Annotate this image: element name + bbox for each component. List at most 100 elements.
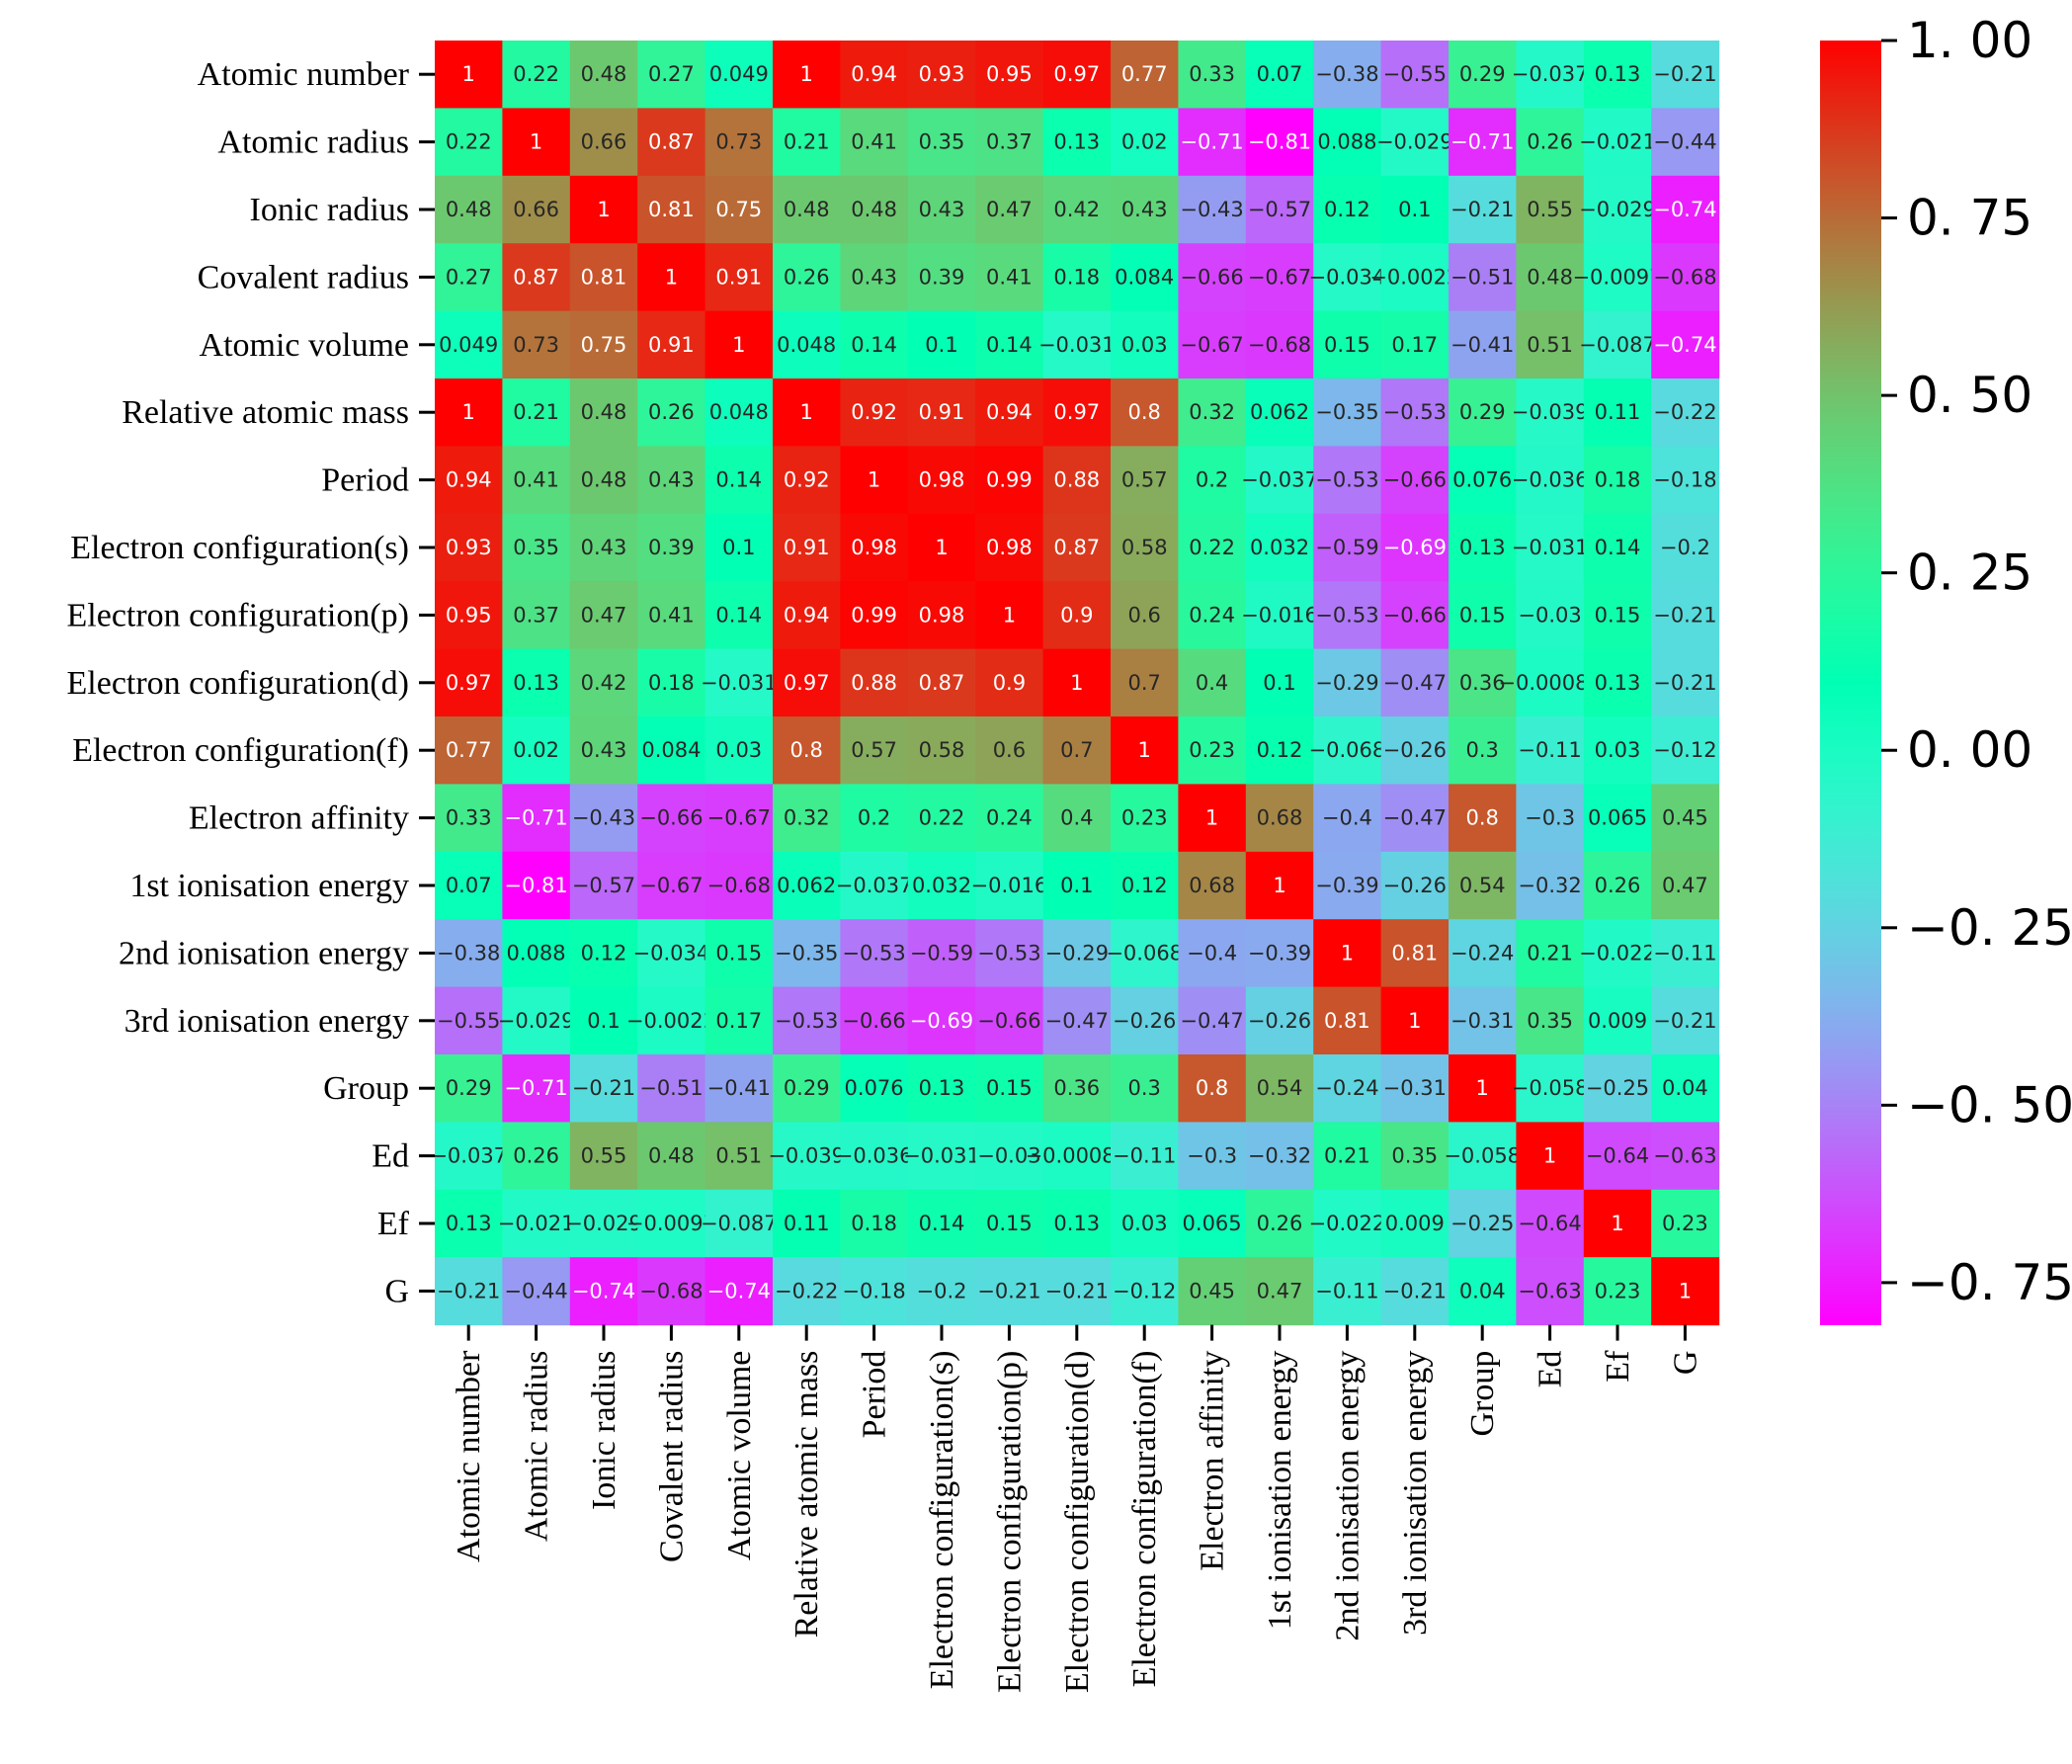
cell-value-label: −0.21 xyxy=(1653,603,1716,627)
cell-value-label: −0.2 xyxy=(1660,536,1710,559)
heatmap-cell xyxy=(1178,581,1247,650)
cell-value-label: −0.68 xyxy=(639,1279,703,1302)
heatmap-cell xyxy=(502,1122,571,1191)
heatmap-cell xyxy=(1178,1054,1247,1123)
cell-value-label: −0.24 xyxy=(1450,941,1514,965)
cell-value-label: 0.81 xyxy=(581,265,627,289)
cell-value-label: 0.12 xyxy=(1257,738,1303,762)
heatmap-cell xyxy=(1516,513,1585,582)
cell-value-label: −0.44 xyxy=(504,1279,567,1302)
heatmap-cell xyxy=(502,243,571,312)
heatmap-cell xyxy=(975,784,1044,853)
heatmap-cell xyxy=(1516,716,1585,785)
heatmap-cell xyxy=(1516,1122,1585,1191)
heatmap-cell xyxy=(1111,784,1179,853)
column-label: Ef xyxy=(1600,1350,1636,1383)
cell-value-label: 0.1 xyxy=(1060,874,1093,897)
heatmap-cell xyxy=(840,108,909,177)
cell-value-label: 0.98 xyxy=(919,603,965,627)
cell-value-label: −0.67 xyxy=(1248,265,1311,289)
cell-value-label: 0.21 xyxy=(784,130,830,154)
heatmap-cell xyxy=(773,108,841,177)
heatmap-cell xyxy=(840,310,909,379)
heatmap-cell xyxy=(840,919,909,988)
colorbar-tick-label: −0. 25 xyxy=(1907,899,2072,957)
heatmap-cell xyxy=(637,986,706,1055)
cell-value-label: 0.43 xyxy=(648,468,695,492)
heatmap-cell xyxy=(975,1054,1044,1123)
heatmap-cell xyxy=(1651,378,1720,447)
cell-value-label: −0.036 xyxy=(836,1144,913,1168)
cell-value-label: 0.084 xyxy=(1115,265,1174,289)
column-label: Electron configuration(d) xyxy=(1059,1351,1096,1693)
heatmap-cell xyxy=(704,851,774,920)
heatmap-cell xyxy=(1178,108,1247,177)
heatmap-cell xyxy=(569,851,638,920)
heatmap-cell xyxy=(637,378,706,447)
cell-value-label: 0.92 xyxy=(784,468,830,492)
heatmap-cell xyxy=(637,446,706,515)
heatmap-cell xyxy=(1042,513,1112,582)
cell-value-label: 0.1 xyxy=(587,1009,620,1033)
heatmap-cell xyxy=(1178,310,1247,379)
cell-value-label: −0.47 xyxy=(1383,671,1447,695)
cell-value-label: 0.91 xyxy=(784,536,830,559)
cell-value-label: −0.029 xyxy=(1376,130,1453,154)
heatmap-cell xyxy=(1449,175,1517,244)
cell-value-label: 0.45 xyxy=(1662,806,1708,830)
cell-value-label: −0.51 xyxy=(639,1076,703,1100)
cell-value-label: −0.53 xyxy=(1315,603,1378,627)
heatmap-cell xyxy=(637,851,706,920)
row-label: Electron configuration(p) xyxy=(67,597,409,633)
heatmap-cell xyxy=(1449,1122,1517,1191)
cell-value-label: −0.38 xyxy=(1315,62,1378,86)
heatmap-cell xyxy=(1111,716,1179,785)
heatmap-cell xyxy=(704,784,774,853)
row-label: Atomic radius xyxy=(217,125,409,161)
cell-value-label: 0.9 xyxy=(1060,603,1093,627)
heatmap-cell xyxy=(907,581,976,650)
heatmap-cell xyxy=(1449,784,1517,853)
heatmap-cell xyxy=(1042,784,1112,853)
heatmap-cell xyxy=(1583,378,1652,447)
heatmap-cell xyxy=(840,648,909,717)
cell-value-label: 0.07 xyxy=(446,874,492,897)
cell-value-label: −0.29 xyxy=(1315,671,1378,695)
heatmap-cell xyxy=(704,986,774,1055)
cell-value-label: 0.29 xyxy=(784,1076,830,1100)
heatmap-cell xyxy=(1313,986,1382,1055)
cell-value-label: −0.41 xyxy=(1450,333,1514,357)
cell-value-label: −0.74 xyxy=(1653,333,1716,357)
cell-value-label: 0.27 xyxy=(648,62,695,86)
cell-value-label: −0.35 xyxy=(1315,400,1378,424)
cell-value-label: 0.93 xyxy=(446,536,492,559)
cell-value-label: −0.63 xyxy=(1518,1279,1581,1302)
heatmap-cell xyxy=(569,986,638,1055)
heatmap-cell xyxy=(1651,1054,1720,1123)
heatmap-cell xyxy=(435,581,503,650)
column-label: Group xyxy=(1464,1351,1501,1437)
cell-value-label: 0.99 xyxy=(851,603,897,627)
cell-value-label: 0.26 xyxy=(784,265,830,289)
heatmap-cell xyxy=(569,648,638,717)
cell-value-label: 0.77 xyxy=(446,738,492,762)
heatmap-cell xyxy=(435,919,503,988)
cell-value-label: −0.022 xyxy=(1309,1212,1386,1235)
cell-value-label: −0.43 xyxy=(1180,198,1243,221)
cell-value-label: 0.088 xyxy=(507,941,566,965)
heatmap-cell xyxy=(1583,310,1652,379)
cell-value-label: −0.21 xyxy=(1653,1009,1716,1033)
cell-value-label: 0.97 xyxy=(784,671,830,695)
heatmap-cell xyxy=(637,41,706,109)
heatmap-cell xyxy=(1111,986,1179,1055)
heatmap-cell xyxy=(1111,310,1179,379)
cell-value-label: −0.44 xyxy=(1653,130,1716,154)
heatmap-cell xyxy=(569,243,638,312)
heatmap-cell xyxy=(1516,243,1585,312)
heatmap-cell xyxy=(1178,919,1247,988)
cell-value-label: −0.71 xyxy=(504,1076,567,1100)
cell-value-label: −0.0097 xyxy=(626,1212,716,1235)
cell-value-label: −0.63 xyxy=(1653,1144,1716,1168)
cell-value-label: −0.087 xyxy=(1579,333,1656,357)
cell-value-label: 0.065 xyxy=(1588,806,1647,830)
